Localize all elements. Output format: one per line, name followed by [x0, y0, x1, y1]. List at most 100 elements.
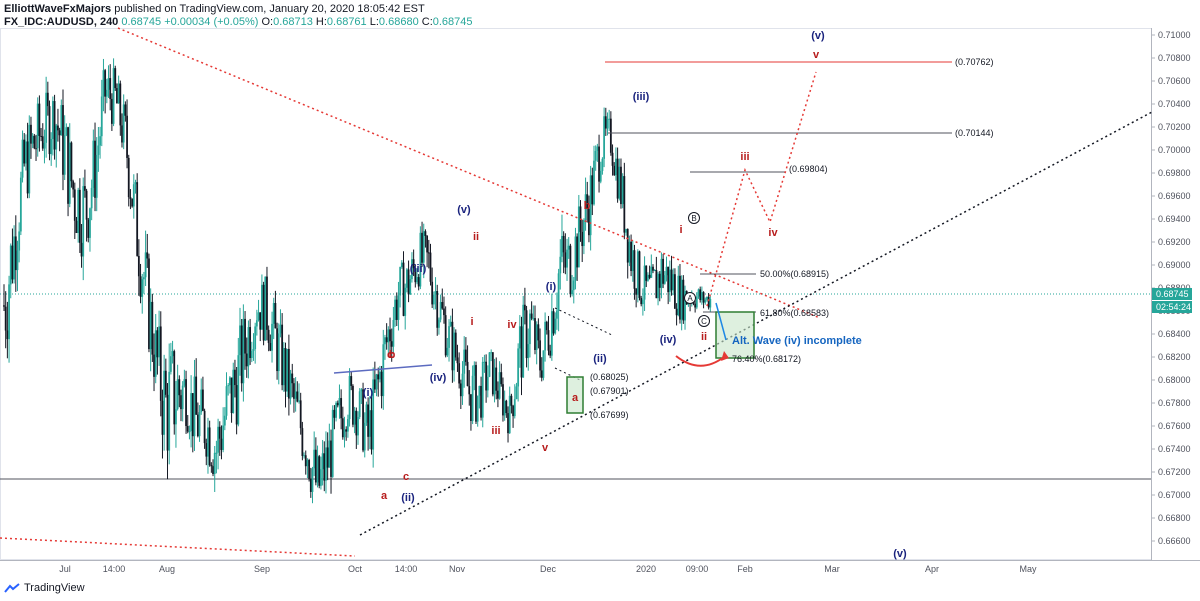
candle-body: [436, 291, 439, 328]
candle-body: [468, 386, 471, 395]
candle-body: [242, 318, 245, 384]
candle-body: [706, 296, 708, 300]
candle-body: [293, 383, 295, 399]
candle-body: [459, 383, 462, 397]
curved-arrow: [675, 355, 725, 367]
candle-body: [311, 468, 314, 492]
candle-body: [628, 241, 631, 263]
wave-a-box[interactable]: [566, 376, 584, 414]
published-text: published on TradingView.com, January 20…: [114, 3, 425, 15]
candle-body: [348, 376, 351, 420]
candle-body: [527, 344, 530, 359]
candle-body: [490, 352, 493, 354]
candle-body: [141, 279, 144, 297]
candle-body: [370, 410, 373, 450]
candle-body: [518, 326, 521, 349]
candle-body: [419, 232, 422, 287]
x-tick-label: Sep: [254, 564, 270, 574]
candle-body: [30, 124, 32, 144]
candle-body: [473, 365, 476, 376]
candle-body: [62, 105, 64, 175]
symbol-label: FX_IDC:AUDUSD, 240: [4, 16, 119, 28]
candle-body: [303, 455, 305, 457]
candle-body: [131, 198, 134, 207]
candle-body: [704, 299, 707, 303]
candle-body: [545, 321, 548, 331]
candle-body: [520, 326, 523, 378]
candle-body: [603, 116, 606, 159]
candle-body: [454, 332, 457, 358]
candle-body: [643, 265, 646, 300]
tradingview-footer[interactable]: TradingView: [4, 582, 85, 594]
candle-body: [594, 150, 597, 161]
x-tick-label: 14:00: [103, 564, 126, 574]
candle-body: [412, 259, 415, 269]
candle-body: [18, 231, 21, 251]
candle-body: [625, 228, 627, 233]
candle-body: [320, 469, 322, 486]
candle-body: [574, 236, 577, 281]
candle-body: [271, 323, 273, 351]
target-zone-box[interactable]: [715, 311, 755, 359]
candle-body: [19, 177, 22, 232]
candle-body: [281, 324, 284, 386]
candle-body: [25, 141, 27, 164]
candle-body: [90, 187, 93, 209]
y-tick-label: 0.70000: [1158, 145, 1191, 155]
candle-body: [144, 252, 147, 278]
y-tick-label: 0.67400: [1158, 444, 1191, 454]
candle-body: [350, 376, 353, 386]
candle-body: [502, 384, 504, 416]
x-tick-label: Nov: [449, 564, 466, 574]
candle-body: [119, 83, 122, 126]
candle-body: [262, 284, 265, 341]
candle-body: [51, 101, 54, 139]
candle-body: [308, 460, 311, 479]
candle-body: [571, 290, 573, 295]
candle-body: [164, 370, 167, 395]
candle-body: [392, 319, 395, 347]
time-axis[interactable]: Jul 14:00 Aug Sep Oct 14:00 Nov Dec 2020 09:00 Feb…: [59, 564, 1037, 574]
channel-line-upper: [554, 307, 613, 336]
candle-body: [695, 296, 698, 308]
candle-body: [679, 275, 681, 320]
candle-body: [513, 399, 516, 417]
candle-body: [213, 452, 216, 474]
candle-body: [677, 275, 680, 316]
wave-label: v: [813, 49, 820, 61]
candle-body: [480, 385, 482, 418]
candle-body: [40, 135, 42, 137]
x-tick-label: Mar: [824, 564, 840, 574]
candle-body: [277, 333, 280, 372]
candle-body: [522, 304, 525, 378]
candle-body: [684, 290, 686, 321]
y-tick-label: 0.68000: [1158, 375, 1191, 385]
candle-body: [31, 135, 34, 144]
candle-body: [16, 250, 19, 271]
author-name[interactable]: ElliottWaveFxMajors: [4, 3, 112, 15]
candle-body: [488, 352, 491, 377]
candle-body: [168, 371, 171, 451]
candle-body: [217, 426, 219, 453]
candle-body: [623, 176, 626, 233]
y-tick-label: 0.67800: [1158, 398, 1191, 408]
candle-body: [158, 326, 160, 358]
candle-body: [495, 367, 498, 391]
candle-body: [116, 88, 118, 104]
y-tick-label: 0.66800: [1158, 513, 1191, 523]
candle-body: [424, 231, 427, 236]
wave-label: c: [403, 471, 409, 483]
candle-body: [200, 389, 203, 413]
x-tick-label: Apr: [925, 564, 939, 574]
price-axis[interactable]: 0.71000 0.70800 0.70600 0.70400 0.70200 0.700…: [1151, 30, 1191, 546]
candle-body: [318, 456, 321, 486]
x-tick-label: 09:00: [686, 564, 709, 574]
candle-body: [166, 394, 169, 451]
candle-body: [613, 165, 616, 176]
candle-body: [110, 98, 113, 124]
open-label: O:: [261, 16, 274, 28]
candle-body: [599, 170, 602, 182]
y-tick-label: 0.69000: [1158, 260, 1191, 270]
candle-body: [373, 379, 376, 390]
